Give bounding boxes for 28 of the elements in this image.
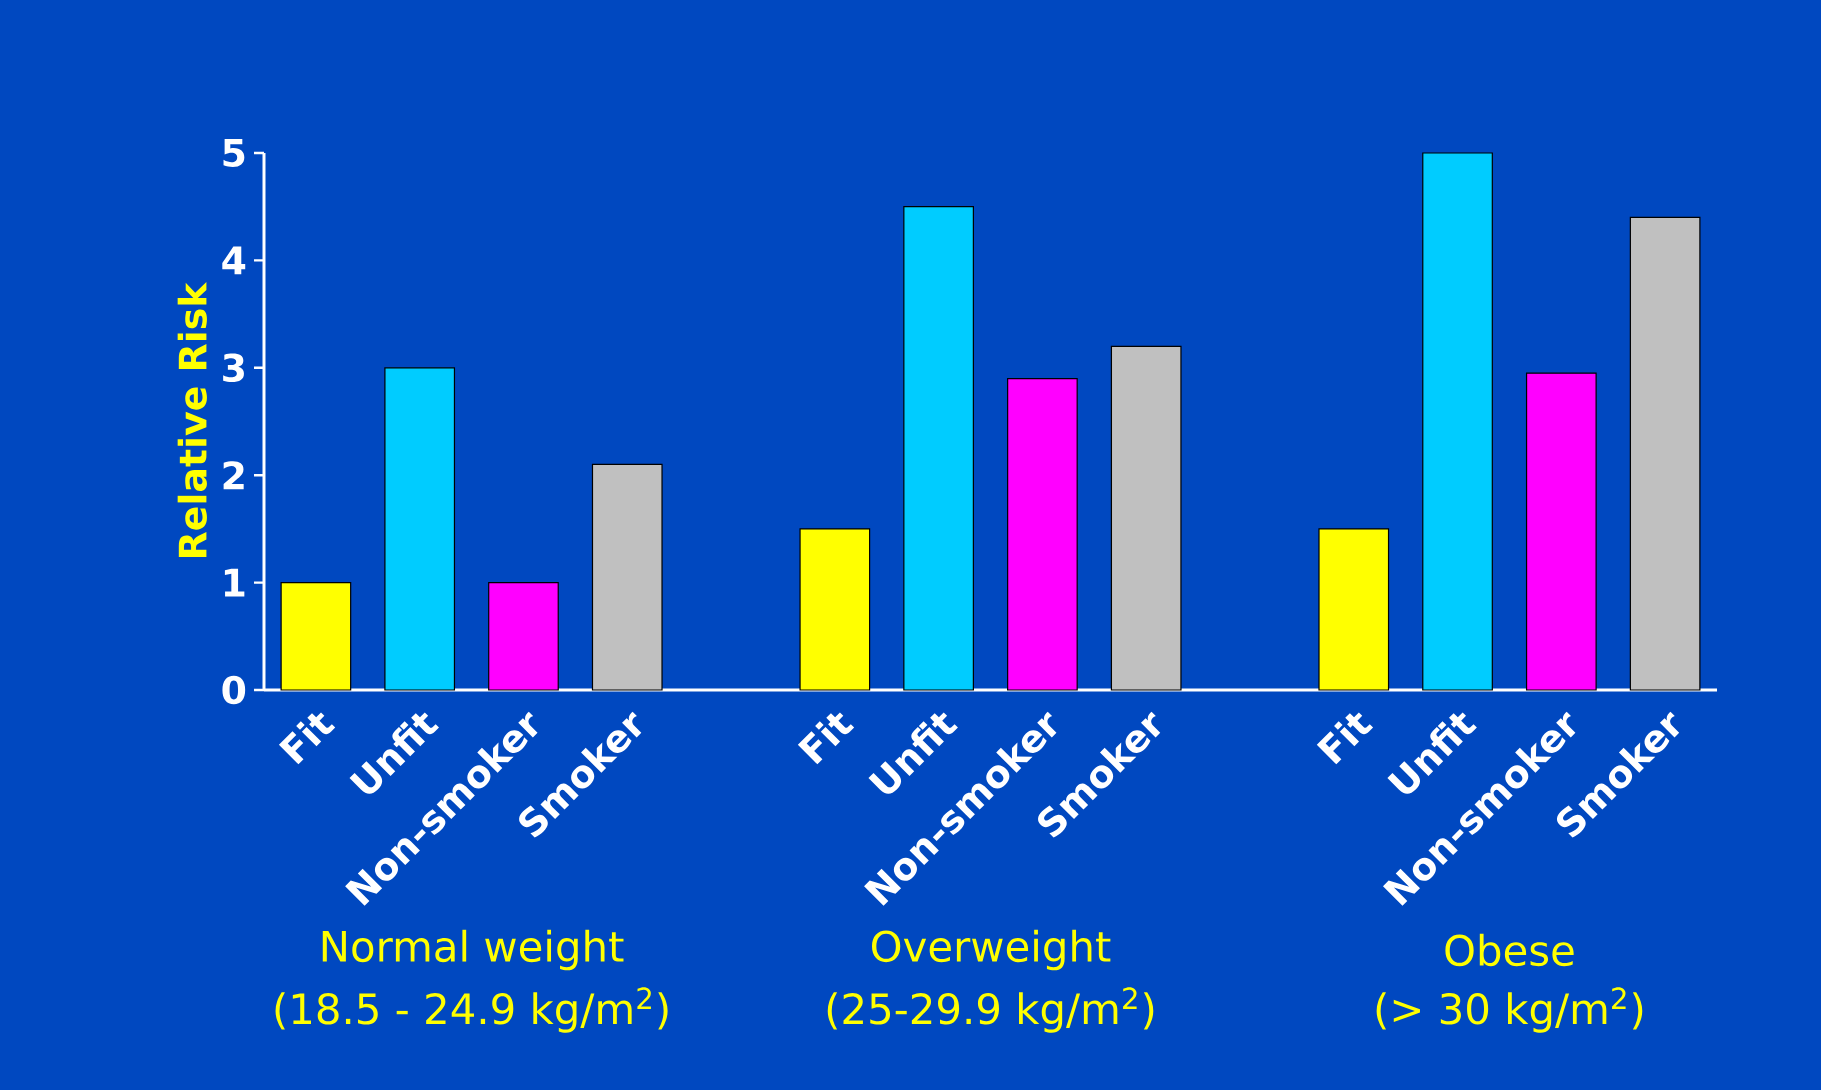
bar [280, 582, 352, 691]
x-tick-label: Fit [278, 712, 336, 765]
y-tick-label: 3 [223, 353, 244, 383]
bar [799, 528, 871, 691]
x-tick-label: Fit [797, 712, 855, 765]
text: (25-29.9 kg/m$^{2}$) [827, 987, 1154, 1033]
bar [1629, 216, 1701, 691]
bar [1525, 372, 1597, 691]
bar [591, 463, 663, 691]
bar [903, 206, 974, 691]
bar [1318, 528, 1390, 691]
text: Overweight [871, 929, 1111, 971]
text: Normal weight [322, 929, 624, 971]
y-axis-title: Relative Risk [177, 281, 207, 557]
text: Obese [1445, 933, 1574, 967]
y-tick-label: 4 [222, 246, 246, 275]
text: (18.5 - 24.9 kg/m$^{2}$) [275, 987, 668, 1033]
bar [1110, 345, 1182, 691]
bar [488, 582, 559, 691]
x-tick-label: Fit [1316, 712, 1374, 765]
y-tick-label: 0 [222, 675, 246, 705]
text: (> 30 kg/m$^{2}$) [1376, 987, 1643, 1033]
bar [1422, 152, 1493, 691]
bar [1007, 377, 1078, 691]
y-tick-label: 1 [224, 568, 245, 597]
y-tick-label: 5 [223, 138, 245, 168]
y-tick-label: 2 [223, 461, 244, 490]
bar [384, 367, 456, 691]
